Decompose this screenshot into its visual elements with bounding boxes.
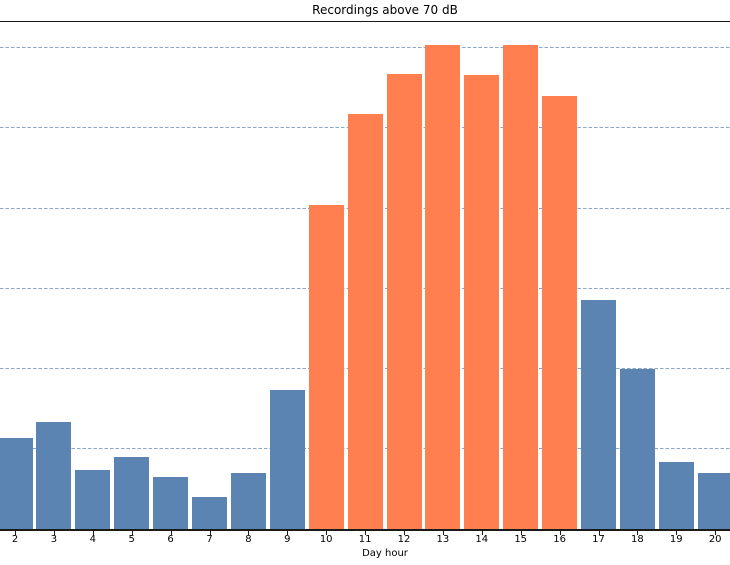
x-tick-20 <box>715 531 717 535</box>
bar-hour-20 <box>697 473 730 530</box>
bar-hour-3 <box>36 421 72 530</box>
x-tick-11 <box>365 531 367 535</box>
x-tick-17 <box>598 531 600 535</box>
bar-hour-4 <box>75 470 111 530</box>
gridline-300 <box>0 47 730 49</box>
bar-hour-8 <box>230 473 266 530</box>
x-tick-2 <box>15 531 16 535</box>
x-tick-label-5: 5 <box>128 534 135 545</box>
bar-hour-15 <box>503 44 539 530</box>
bar-hour-2 <box>0 438 33 530</box>
x-tick-13 <box>442 531 444 535</box>
bar-hour-18 <box>619 369 655 530</box>
bar-hour-14 <box>464 75 500 530</box>
bar-hour-17 <box>581 299 616 530</box>
x-tick-6 <box>170 531 172 535</box>
x-tick-label-2: 2 <box>11 534 19 545</box>
bar-hour-5 <box>114 457 150 530</box>
x-tick-label-16: 16 <box>553 534 566 545</box>
x-tick-label-18: 18 <box>631 534 644 545</box>
bar-hour-12 <box>386 73 422 530</box>
bar-hour-10 <box>308 205 344 530</box>
x-tick-label-7: 7 <box>206 534 213 545</box>
x-tick-3 <box>53 531 55 535</box>
x-tick-label-6: 6 <box>167 534 174 545</box>
x-tick-9 <box>287 531 289 535</box>
x-tick-label-12: 12 <box>397 534 411 545</box>
bar-hour-9 <box>269 389 305 530</box>
x-tick-15 <box>520 531 522 535</box>
x-tick-label-8: 8 <box>245 534 252 545</box>
x-tick-18 <box>637 531 639 535</box>
x-tick-label-11: 11 <box>358 534 372 545</box>
x-tick-5 <box>131 531 133 535</box>
x-tick-label-17: 17 <box>592 534 605 545</box>
bar-hour-13 <box>425 44 461 530</box>
x-tick-4 <box>92 531 94 535</box>
bar-hour-7 <box>192 497 227 530</box>
bar-hour-6 <box>153 476 189 530</box>
x-tick-label-4: 4 <box>89 534 96 545</box>
bar-hour-16 <box>542 96 578 530</box>
x-tick-label-14: 14 <box>475 534 489 545</box>
top-spine <box>0 21 730 22</box>
x-axis-line <box>0 529 730 531</box>
x-tick-label-10: 10 <box>319 534 333 545</box>
x-tick-label-20: 20 <box>708 534 722 545</box>
x-tick-label-15: 15 <box>514 534 528 545</box>
bar-hour-11 <box>347 113 383 530</box>
x-tick-14 <box>481 531 483 535</box>
x-tick-label-9: 9 <box>284 534 291 545</box>
x-tick-label-13: 13 <box>436 534 450 545</box>
x-tick-19 <box>676 531 678 535</box>
chart-title: Recordings above 70 dB <box>312 3 458 17</box>
x-tick-label-3: 3 <box>50 534 58 545</box>
x-tick-12 <box>404 531 405 535</box>
x-tick-label-19: 19 <box>669 534 683 545</box>
x-axis-title: Day hour <box>362 548 408 559</box>
x-tick-16 <box>559 531 561 535</box>
x-tick-10 <box>326 531 328 535</box>
bar-hour-19 <box>658 462 694 530</box>
x-tick-8 <box>248 531 250 535</box>
x-tick-7 <box>209 531 211 535</box>
